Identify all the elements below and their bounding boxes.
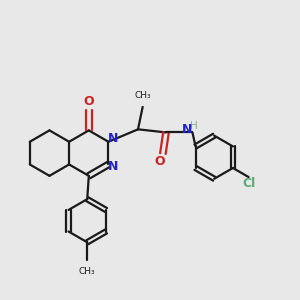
Text: N: N (108, 132, 118, 145)
Text: CH₃: CH₃ (79, 267, 95, 276)
Text: O: O (83, 95, 94, 108)
Text: N: N (108, 160, 118, 173)
Text: Cl: Cl (242, 177, 256, 190)
Text: CH₃: CH₃ (135, 91, 152, 100)
Text: N: N (182, 123, 192, 136)
Text: H: H (190, 121, 198, 130)
Text: O: O (154, 155, 165, 168)
